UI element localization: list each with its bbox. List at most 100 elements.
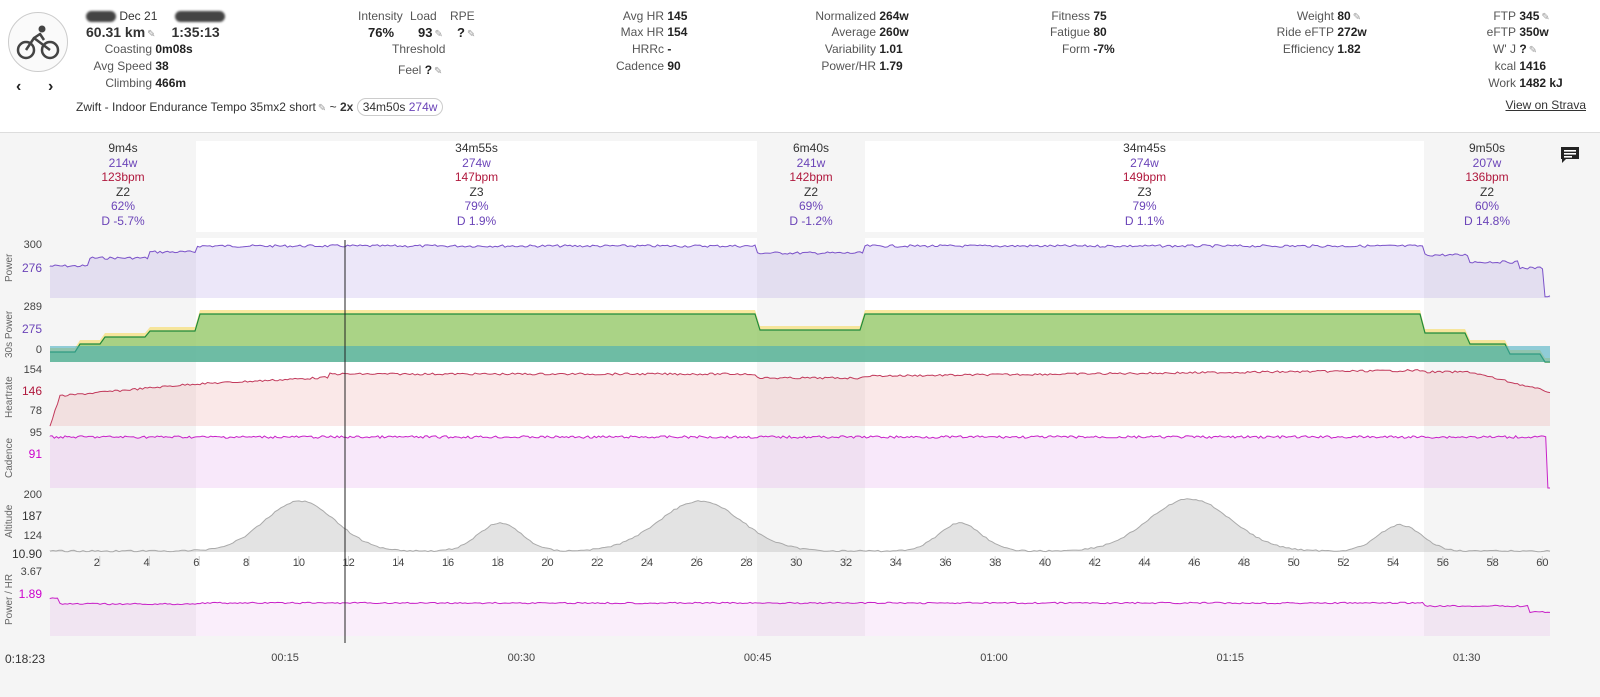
rpe-value[interactable]: ? ✎ (457, 25, 476, 40)
interval-highlight (865, 238, 1424, 636)
interval-pct: 69% (798, 199, 824, 213)
edit-pencil-icon[interactable]: ✎ (317, 103, 327, 114)
tilde-separator: ~ (329, 100, 337, 114)
redacted-text (86, 11, 116, 23)
header-divider (0, 132, 1600, 133)
view-on-strava-link[interactable]: View on Strava (1505, 98, 1587, 112)
interval-zone: Z2 (803, 184, 818, 199)
distance-tick-label: 48 (1237, 557, 1251, 569)
distance-tick-label: 20 (541, 557, 554, 569)
distance-tick-label: 36 (939, 557, 952, 569)
power-chart-area (50, 244, 1550, 298)
interval-watts: 274w (462, 155, 491, 170)
interval-summary[interactable]: 9m4s 214w 123bpm Z2 62% D -5.7% (50, 141, 196, 232)
heartrate-chart-line (49, 369, 1551, 427)
hrrc-stat: HRRc - (632, 42, 672, 56)
distance-tick-label: 2 (93, 557, 100, 569)
interval-drift: D -1.2% (789, 213, 833, 228)
activity-date: Dec 21 (119, 9, 158, 23)
rpe-header: RPE (450, 9, 475, 23)
altitude-chart-area (50, 498, 1550, 552)
distance-tick-label: 56 (1436, 557, 1450, 569)
distance-tick-label: 22 (591, 557, 604, 569)
weight-stat[interactable]: Weight 80 ✎ (1296, 9, 1362, 23)
duration-value: 1:35:13 (171, 24, 220, 40)
heartrate-bottom-tick: 78 (29, 405, 42, 417)
interval-summary[interactable]: 34m55s 274w 147bpm Z3 79% D 1.9% (196, 141, 757, 232)
eftp-stat: eFTP 350w (1486, 25, 1549, 39)
interval-time: 9m4s (108, 141, 138, 155)
interval-zone: Z3 (469, 184, 484, 199)
interval-summary[interactable]: 34m45s 274w 149bpm Z3 79% D 1.1% (865, 141, 1424, 232)
activity-charts[interactable] (0, 133, 1600, 697)
comment-icon[interactable] (1560, 146, 1580, 167)
distance-tick-label: 16 (441, 557, 455, 569)
fitness-stat: Fitness 75 (1051, 9, 1107, 23)
power-axis-label: Power (4, 253, 15, 282)
interval-pct: 60% (1474, 199, 1500, 213)
interval-pct: 62% (110, 199, 136, 213)
distance-tick-label: 14 (392, 557, 405, 569)
distance-tick-label: 24 (640, 557, 654, 569)
distance-tick-label: 8 (242, 557, 250, 569)
activity-type-avatar (8, 12, 68, 72)
interval-pct: 79% (464, 199, 489, 213)
time-tick-label: 01:30 (1452, 652, 1481, 664)
edit-pencil-icon[interactable]: ✎ (434, 29, 443, 40)
interval-time: 34m45s (1123, 141, 1166, 155)
previous-activity-button[interactable]: ‹ (16, 78, 22, 95)
interval-bpm: 123bpm (101, 170, 145, 184)
cadence-cursor-value: 91 (28, 447, 42, 461)
time-tick-label: 00:15 (271, 652, 299, 664)
edit-pencil-icon[interactable]: ✎ (1528, 45, 1538, 56)
power30-cursor-value: 275 (21, 322, 42, 336)
next-activity-button[interactable]: › (48, 78, 54, 95)
distance-tick-label: 50 (1287, 557, 1300, 569)
cadence-chart-area (50, 435, 1550, 488)
edit-pencil-icon[interactable]: ✎ (466, 29, 476, 40)
interval-drift: D 1.9% (456, 213, 497, 228)
intensity-header: Intensity (358, 9, 403, 23)
ftp-stat[interactable]: FTP 345 ✎ (1493, 9, 1550, 23)
form-stat: Form -7% (1062, 42, 1115, 56)
edit-pencil-icon[interactable]: ✎ (1352, 12, 1362, 23)
edit-pencil-icon[interactable]: ✎ (434, 66, 443, 77)
interval-time: 6m40s (792, 141, 830, 155)
interval-reps: 2x (340, 100, 354, 114)
distance-tick-label: 58 (1486, 557, 1499, 569)
distance-cursor-value: 10.90 (11, 547, 42, 561)
power-chart-line (49, 244, 1551, 298)
heartrate-chart-area (50, 369, 1550, 427)
power30-line (50, 313, 1550, 363)
interval-zone: Z2 (1479, 184, 1494, 199)
interval-zone: Z3 (1137, 184, 1152, 199)
interval-time: 34m55s (455, 141, 498, 155)
interval-drift: D 1.1% (1124, 213, 1165, 228)
feel-stat[interactable]: Feel ? ✎ (398, 63, 443, 77)
time-tick-label: 00:30 (507, 652, 536, 664)
load-value[interactable]: 93 ✎ (418, 25, 443, 40)
interval-bpm: 136bpm (1465, 170, 1509, 184)
distance-tick-label: 46 (1188, 557, 1201, 569)
time-tick-label: 01:15 (1216, 652, 1245, 664)
altitude-bottom-tick: 124 (23, 530, 42, 542)
ride-eftp-stat: Ride eFTP 272w (1276, 25, 1367, 39)
climbing-stat: Climbing 466m (105, 76, 187, 90)
edit-pencil-icon[interactable]: ✎ (147, 29, 156, 40)
interval-summary-chip[interactable]: 34m50s 274w (356, 98, 444, 116)
interval-watts: 214w (108, 155, 138, 170)
interval-summary[interactable]: 9m50s 207w 136bpm Z2 60% D 14.8% (1424, 141, 1550, 232)
altitude-axis-label: Altitude (4, 504, 15, 538)
w-prime-stat[interactable]: W' J ? ✎ (1493, 42, 1538, 56)
avg-speed-stat: Avg Speed 38 (93, 59, 169, 73)
activity-name[interactable]: Zwift - Indoor Endurance Tempo 35mx2 sho… (76, 100, 316, 114)
intensity-value: 76% (368, 25, 395, 40)
heartrate-top-tick: 154 (23, 364, 42, 376)
interval-summary[interactable]: 6m40s 241w 142bpm Z2 69% D -1.2% (757, 141, 865, 232)
powerhr-top-tick: 3.67 (20, 566, 42, 578)
cadence-axis-label: Cadence (4, 437, 15, 478)
interval-summary-panel: 9m4s 214w 123bpm Z2 62% D -5.7% 34m55s 274w 147b… (50, 141, 1550, 232)
edit-pencil-icon[interactable]: ✎ (1541, 12, 1550, 23)
distance-tick-label: 32 (839, 557, 853, 569)
altitude-top-tick: 200 (23, 489, 42, 501)
